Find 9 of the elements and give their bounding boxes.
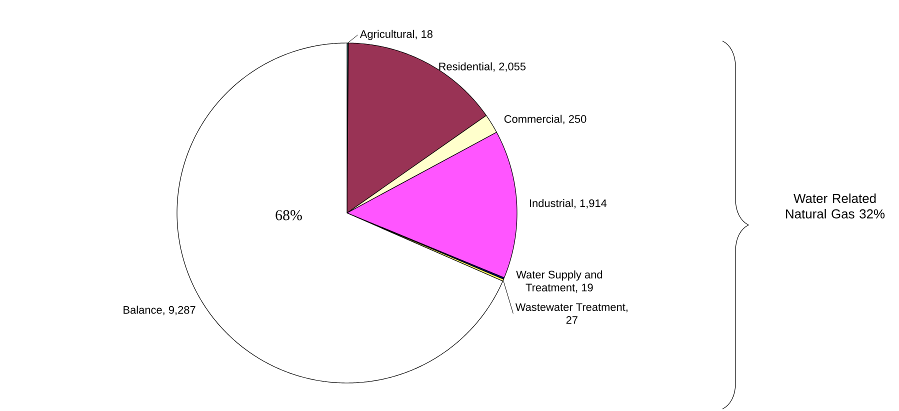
text: 68% <box>276 210 302 220</box>
slice-label: Commercial, 250 <box>504 114 586 124</box>
slice-label: Balance, 9,287 <box>124 306 196 316</box>
slice-label: Agricultural, 18 <box>360 30 432 40</box>
slice-label: Industrial, 1,914 <box>530 199 607 208</box>
slice-label: Wastewater Treatment, 27 <box>515 303 628 324</box>
slice-label: Water Supply and Treatment, 19 <box>516 270 602 293</box>
text: Water Related Natural Gas 32% <box>786 194 885 218</box>
slice-label: Residential, 2,055 <box>439 62 526 72</box>
